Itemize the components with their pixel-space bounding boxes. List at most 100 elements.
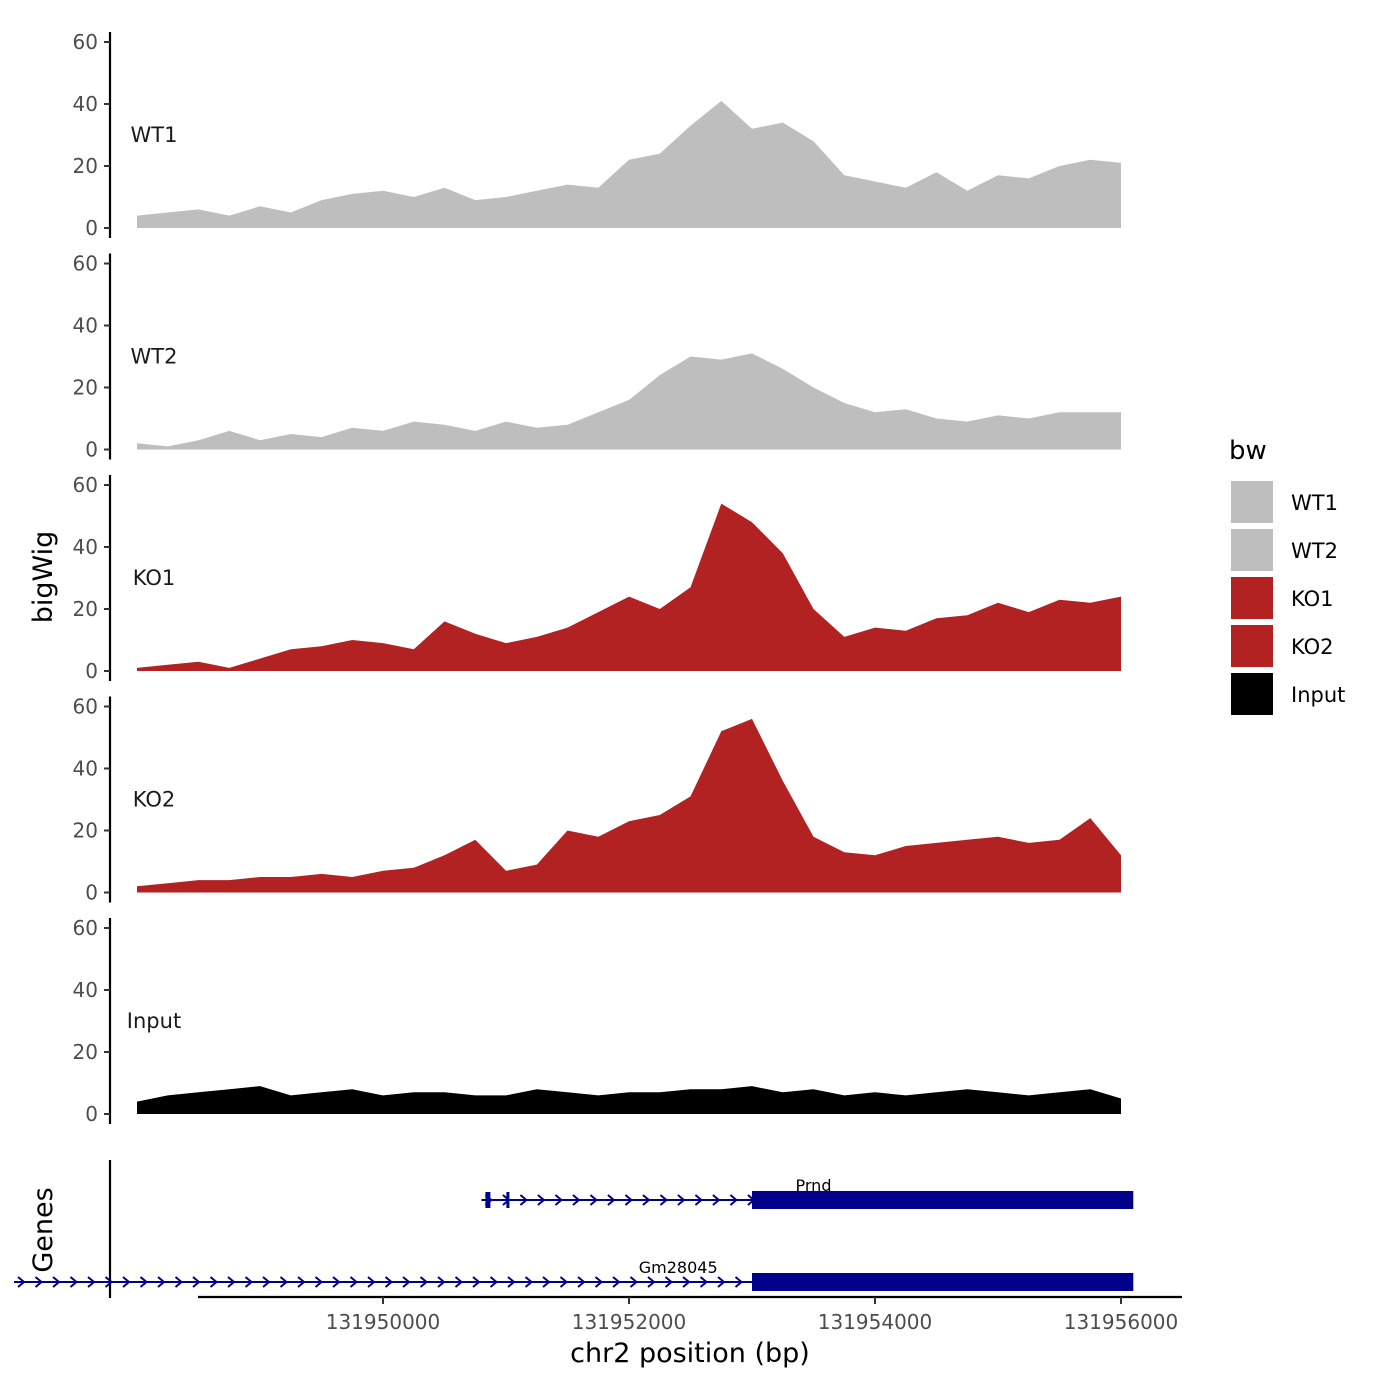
- strand-arrow: [612, 1276, 621, 1288]
- x-axis-title: chr2 position (bp): [570, 1338, 810, 1369]
- strand-arrow: [577, 1276, 586, 1288]
- y-tick-label-60: 60: [73, 695, 98, 719]
- strand-arrow: [87, 1276, 96, 1288]
- strand-arrow: [69, 1276, 79, 1288]
- gene-label-prnd: Prnd: [796, 1176, 832, 1195]
- legend-item-ko1: KO1: [1229, 575, 1334, 621]
- gene-exon-block: [752, 1191, 1134, 1209]
- legend-swatch: [1229, 671, 1275, 717]
- strand-arrow: [747, 1194, 756, 1206]
- gene-prnd: Prnd: [481, 1176, 1134, 1209]
- track-input: 0 20 40 60 Input: [73, 916, 1121, 1126]
- y-tick-label-40: 40: [73, 978, 98, 1002]
- legend-swatch: [1229, 575, 1275, 621]
- legend-swatch: [1229, 527, 1275, 573]
- gene-label-gm28045: Gm28045: [639, 1258, 718, 1277]
- strand-arrow: [227, 1276, 236, 1288]
- track-label-ko2: KO2: [133, 788, 176, 812]
- strand-arrow: [244, 1276, 254, 1288]
- strand-arrow: [174, 1276, 184, 1288]
- strand-arrow: [262, 1276, 271, 1288]
- strand-arrow: [712, 1194, 721, 1206]
- legend-item-wt2: WT2: [1229, 527, 1338, 573]
- y-tick-label-20: 20: [73, 376, 98, 400]
- strand-arrow: [629, 1276, 639, 1288]
- strand-arrow: [664, 1276, 674, 1288]
- area-wt1: [137, 100, 1121, 228]
- strand-arrow: [279, 1276, 289, 1288]
- y-tick-label-20: 20: [73, 154, 98, 178]
- strand-arrow: [402, 1276, 411, 1288]
- strand-arrow: [34, 1276, 44, 1288]
- track-label-ko1: KO1: [133, 566, 176, 590]
- legend-label: KO2: [1291, 635, 1334, 659]
- x-tick-label-0: 131950000: [326, 1310, 441, 1334]
- area-ko2: [137, 718, 1121, 893]
- y-tick-label-0: 0: [85, 659, 98, 683]
- gene-exon-block: [752, 1273, 1134, 1291]
- strand-arrow: [104, 1276, 114, 1288]
- y-tick-label-40: 40: [73, 757, 98, 781]
- strand-arrow: [729, 1194, 738, 1206]
- strand-arrow: [17, 1276, 26, 1288]
- y-tick-label-60: 60: [73, 252, 98, 276]
- x-tick-label-1: 131952000: [572, 1310, 687, 1334]
- legend: bw WT1 WT2 KO1 KO2 Input: [1229, 436, 1345, 717]
- strand-arrow: [139, 1276, 149, 1288]
- track-ko2: 0 20 40 60 KO2: [73, 695, 1121, 905]
- strand-arrow: [554, 1194, 563, 1206]
- y-tick-label-60: 60: [73, 30, 98, 54]
- strand-arrow: [524, 1276, 534, 1288]
- strand-arrow: [699, 1276, 709, 1288]
- y-tick-label-20: 20: [73, 1040, 98, 1064]
- legend-item-ko2: KO2: [1229, 623, 1334, 669]
- y-tick-label-60: 60: [73, 473, 98, 497]
- strand-arrow: [717, 1276, 726, 1288]
- strand-arrow: [437, 1276, 446, 1288]
- strand-arrow: [659, 1194, 668, 1206]
- genes-axis-title: Genes: [28, 1187, 59, 1272]
- y-tick-label-0: 0: [85, 438, 98, 462]
- y-tick-label-40: 40: [73, 92, 98, 116]
- strand-arrow: [624, 1194, 633, 1206]
- area-wt2: [137, 353, 1121, 450]
- strand-arrow: [734, 1276, 744, 1288]
- legend-label: KO1: [1291, 587, 1334, 611]
- y-tick-label-0: 0: [85, 216, 98, 240]
- gene-small-exon: [506, 1192, 510, 1208]
- legend-label: WT2: [1291, 539, 1338, 563]
- strand-arrow: [537, 1194, 546, 1206]
- gene-small-exon: [485, 1192, 491, 1208]
- area-ko1: [137, 503, 1121, 671]
- strand-arrow: [52, 1276, 61, 1288]
- strand-arrow: [542, 1276, 551, 1288]
- strand-arrow: [122, 1276, 131, 1288]
- strand-arrow: [559, 1276, 569, 1288]
- strand-arrow: [589, 1194, 598, 1206]
- y-tick-label-60: 60: [73, 916, 98, 940]
- strand-arrow: [454, 1276, 464, 1288]
- strand-arrow: [332, 1276, 341, 1288]
- y-tick-label-20: 20: [73, 597, 98, 621]
- y-tick-label-40: 40: [73, 314, 98, 338]
- track-wt1: 0 20 40 60 WT1: [73, 30, 1121, 240]
- y-axis-title: bigWig: [28, 531, 59, 624]
- strand-arrow: [157, 1276, 166, 1288]
- strand-arrow: [647, 1276, 656, 1288]
- legend-item-wt1: WT1: [1229, 479, 1338, 525]
- legend-title: bw: [1229, 436, 1267, 466]
- strand-arrow: [192, 1276, 201, 1288]
- area-input: [137, 1086, 1121, 1114]
- legend-label: Input: [1291, 683, 1345, 707]
- tracks-group: 0 20 40 60 WT1 0 20 40 60 WT2 0 20 40 60 KO1 0 20 40 60 KO2…: [73, 30, 1121, 1126]
- track-wt2: 0 20 40 60 WT2: [73, 252, 1121, 462]
- strand-arrow: [489, 1276, 499, 1288]
- strand-arrow: [642, 1194, 651, 1206]
- y-tick-label-20: 20: [73, 819, 98, 843]
- track-label-wt1: WT1: [131, 123, 178, 147]
- gene-models: Prnd Gm28045: [14, 1176, 1134, 1291]
- strand-arrow: [507, 1276, 516, 1288]
- strand-arrow: [594, 1276, 604, 1288]
